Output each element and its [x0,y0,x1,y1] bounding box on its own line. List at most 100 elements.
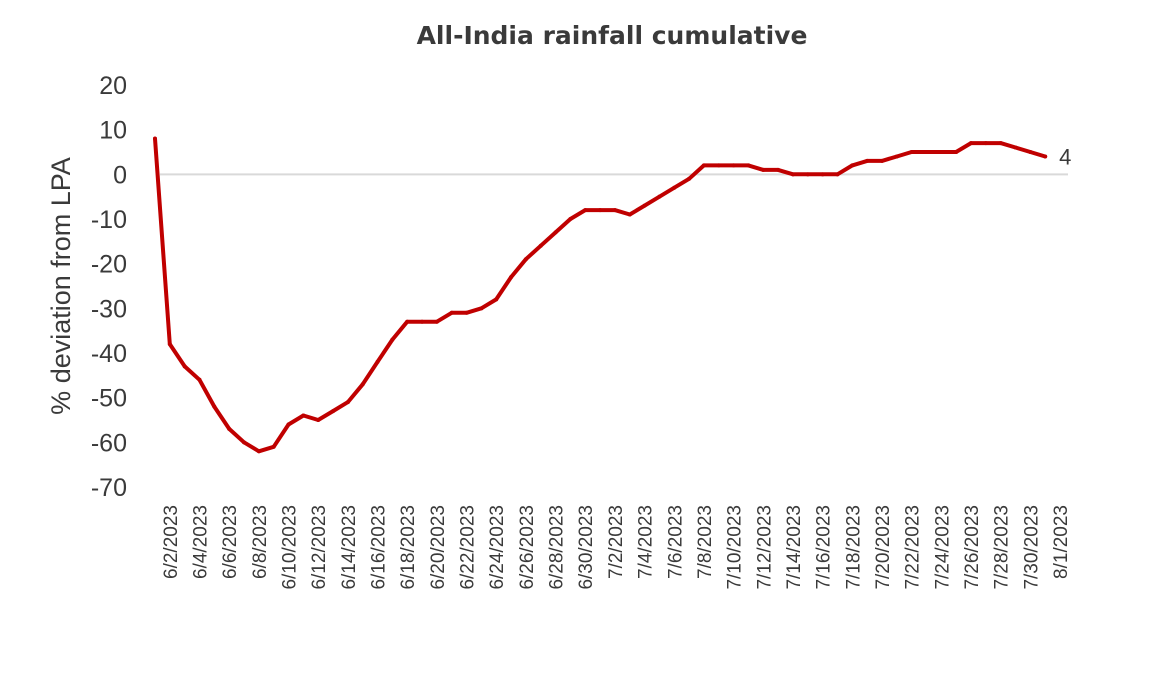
data-point [167,342,172,347]
x-tick-label: 6/24/2023 [487,505,508,590]
x-tick-label: 7/26/2023 [962,505,983,590]
x-tick-label: 6/8/2023 [250,505,271,579]
plot-area: 4 [153,136,1071,454]
y-tick-label: 10 [99,117,127,145]
y-tick-label: -70 [91,474,127,502]
x-tick-label: 6/26/2023 [517,505,538,590]
x-tick-label: 6/20/2023 [428,505,449,590]
data-point [1013,145,1018,150]
y-tick-label: -30 [91,295,127,323]
data-point [509,275,514,280]
data-point [523,257,528,262]
x-tick-label: 6/28/2023 [547,505,568,590]
data-point [1043,154,1048,159]
data-point [939,150,944,154]
x-tick-label: 6/10/2023 [280,505,301,590]
data-point [657,194,662,199]
x-tick-label: 6/18/2023 [398,505,419,590]
data-point [701,163,706,168]
data-point [716,163,721,168]
data-point [820,172,825,177]
x-tick-label: 6/22/2023 [458,505,479,590]
x-tick-label: 7/6/2023 [665,505,686,579]
data-point [494,297,499,302]
data-point [212,404,217,409]
x-tick-label: 7/30/2023 [1021,505,1042,590]
data-point [598,208,603,213]
data-point [360,382,365,387]
data-point [420,319,425,324]
data-point [687,176,692,181]
data-point [286,422,291,427]
end-data-label: 4 [1059,144,1071,169]
data-point [865,158,870,163]
data-point [731,163,736,168]
data-point [405,319,410,324]
x-tick-label: 7/16/2023 [814,505,835,590]
data-point [316,418,321,422]
data-point [776,167,781,172]
data-point [909,150,914,154]
data-point [642,203,647,208]
data-point [998,141,1003,146]
x-tick-label: 8/1/2023 [1051,505,1072,579]
x-tick-label: 7/28/2023 [992,505,1013,590]
data-point [850,163,855,168]
x-tick-label: 7/10/2023 [725,505,746,590]
x-tick-label: 7/18/2023 [843,505,864,590]
data-point [746,163,751,168]
data-point [197,377,202,382]
data-point [968,141,973,146]
x-tick-label: 6/14/2023 [339,505,360,590]
data-point [627,212,632,217]
data-point [434,319,439,324]
data-point [924,150,929,154]
data-point [242,440,247,445]
x-tick-label: 7/24/2023 [932,505,953,590]
data-point [256,449,261,454]
x-tick-label: 7/8/2023 [695,505,716,579]
data-point [390,337,395,342]
y-tick-label: 20 [99,72,127,100]
data-point [464,310,469,315]
data-point [835,172,840,177]
data-point [879,158,884,163]
y-tick-label: -50 [91,385,127,413]
data-point [271,444,276,449]
x-tick-label: 6/30/2023 [576,505,597,590]
data-point [1028,150,1033,154]
y-axis-label: % deviation from LPA [46,157,76,415]
x-tick-label: 7/4/2023 [636,505,657,579]
x-tick-label: 7/12/2023 [754,505,775,590]
x-tick-label: 6/12/2023 [309,505,330,590]
data-point [479,306,484,311]
data-point [790,172,795,177]
data-point [672,185,677,190]
data-point [538,243,543,248]
data-point [805,172,810,177]
x-tick-label: 7/14/2023 [784,505,805,590]
chart-title: All-India rainfall cumulative [417,21,808,50]
data-point [568,217,573,221]
data-point [894,154,899,159]
data-point [612,208,617,213]
x-axis: 6/2/2023 6/4/2023 6/6/2023 6/8/2023 6/10/202… [161,505,1072,590]
data-point [301,413,306,418]
x-tick-label: 7/22/2023 [903,505,924,590]
data-point [375,359,380,364]
y-tick-label: -20 [91,251,127,279]
data-point [954,150,959,154]
x-tick-label: 7/20/2023 [873,505,894,590]
x-tick-label: 7/2/2023 [606,505,627,579]
data-point [227,426,232,431]
data-point [153,136,157,141]
x-tick-label: 6/2/2023 [161,505,182,579]
y-tick-label: -40 [91,340,127,368]
y-tick-label: -60 [91,429,127,457]
data-point [345,400,350,405]
data-point [583,208,588,213]
x-tick-label: 6/16/2023 [369,505,390,590]
y-tick-label: -10 [91,206,127,234]
data-point [761,167,766,172]
